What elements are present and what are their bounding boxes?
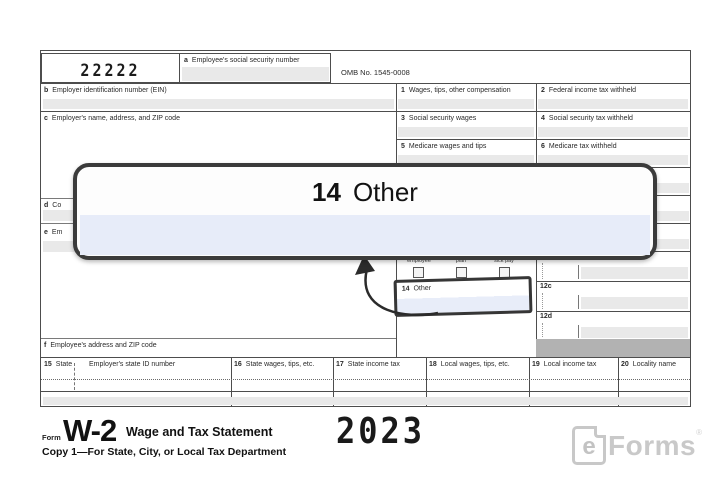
box-2-input-area[interactable]	[538, 99, 688, 109]
state-sub-divider	[74, 363, 75, 390]
box-f-label: f Employee's address and ZIP code	[44, 342, 157, 349]
grid-line	[529, 357, 530, 406]
code-column-mark	[542, 263, 543, 279]
box-4-label: 4 Social security tax withheld	[541, 115, 633, 122]
box-c-label: c Employer's name, address, and ZIP code	[44, 115, 180, 122]
grid-line	[41, 391, 690, 392]
box-19-label: 19 Local income tax	[532, 361, 597, 368]
eforms-logo: e Forms ®	[572, 426, 702, 465]
box-5-label: 5 Medicare wages and tips	[401, 143, 487, 150]
state-row-dotted-line	[41, 379, 690, 380]
grid-line	[41, 111, 396, 112]
box-15-id-label: Employer's state ID number	[89, 361, 176, 368]
grid-line	[231, 357, 232, 406]
logo-wordmark: Forms	[608, 429, 697, 461]
grid-line	[426, 357, 427, 406]
box-12c-input-area[interactable]	[581, 297, 688, 309]
grid-line	[396, 139, 690, 140]
box-5-input-area[interactable]	[398, 155, 534, 165]
retirement-plan-checkbox[interactable]	[456, 267, 467, 278]
box-3-input-area[interactable]	[398, 127, 534, 137]
code-column-mark	[542, 323, 543, 337]
trademark-symbol: ®	[696, 428, 702, 437]
divider	[179, 54, 180, 82]
grid-line	[618, 357, 619, 406]
state-row-input-area[interactable]	[43, 397, 688, 405]
control-number-value: 22222	[80, 59, 141, 81]
box-20-label: 20 Locality name	[621, 361, 676, 368]
document-icon: e	[572, 426, 606, 465]
code-column-mark	[542, 293, 543, 309]
box-6-label: 6 Medicare tax withheld	[541, 143, 617, 150]
box-15-label: 15 State	[44, 361, 73, 368]
magnifier-arrow	[355, 255, 439, 317]
callout-label: 14 Other	[312, 177, 418, 207]
grid-line	[41, 357, 690, 358]
box-1-input-area[interactable]	[398, 99, 534, 109]
box-1-label: 1 Wages, tips, other compensation	[401, 87, 511, 94]
statutory-employee-checkbox[interactable]	[413, 267, 424, 278]
box-17-label: 17 State income tax	[336, 361, 400, 368]
box-d-label: d Co	[44, 202, 62, 209]
shaded-area	[536, 339, 690, 357]
statement-title: Wage and Tax Statement	[126, 425, 273, 439]
box-14-magnified-callout: 14 Other	[73, 163, 657, 260]
grid-line	[536, 281, 690, 282]
box-12d-input-area[interactable]	[581, 327, 688, 338]
box-b-label: b Employer identification number (EIN)	[44, 87, 167, 94]
grid-line	[396, 111, 690, 112]
ssn-input-area[interactable]	[182, 67, 329, 81]
box-16-label: 16 State wages, tips, etc.	[234, 361, 315, 368]
logo-letter-e: e	[582, 432, 596, 460]
tax-year: 2023	[336, 410, 426, 452]
box-2-label: 2 Federal income tax withheld	[541, 87, 637, 94]
box-12c-label: 12c	[540, 283, 552, 290]
box-12b-input-area[interactable]	[581, 267, 688, 279]
grid-line	[41, 338, 396, 339]
code-amount-divider	[578, 295, 579, 309]
box-b-input-area[interactable]	[43, 99, 394, 109]
form-word: Form	[42, 433, 61, 442]
omb-number: OMB No. 1545-0008	[341, 68, 410, 77]
box-12d-label: 12d	[540, 313, 553, 320]
code-amount-divider	[578, 265, 579, 279]
copy-line: Copy 1—For State, City, or Local Tax Dep…	[42, 446, 287, 458]
box-a-label: a Employee's social security number	[184, 57, 300, 64]
control-number-box: 22222 a Employee's social security number	[41, 53, 331, 83]
grid-line	[41, 83, 690, 84]
form-number: W-2	[63, 413, 117, 448]
callout-input-field[interactable]	[80, 215, 650, 255]
grid-line	[536, 311, 690, 312]
page-fold-icon	[594, 426, 606, 438]
box-18-label: 18 Local wages, tips, etc.	[429, 361, 510, 368]
box-4-input-area[interactable]	[538, 127, 688, 137]
box-e-label: e Em	[44, 229, 63, 236]
grid-line	[333, 357, 334, 406]
box-6-input-area[interactable]	[538, 155, 688, 165]
box-3-label: 3 Social security wages	[401, 115, 477, 122]
code-amount-divider	[578, 325, 579, 338]
